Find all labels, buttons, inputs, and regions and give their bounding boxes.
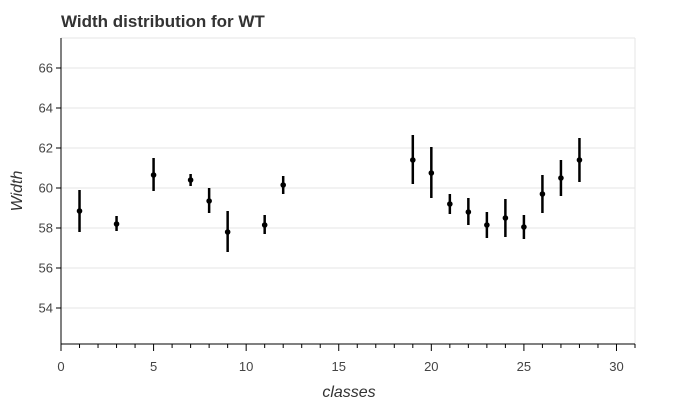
data-point	[465, 209, 472, 215]
data-point	[428, 170, 435, 176]
x-tick-label: 25	[517, 359, 531, 374]
data-point	[261, 222, 268, 228]
data-point	[410, 157, 416, 163]
plot-area	[61, 38, 635, 344]
data-point	[539, 191, 546, 197]
grid	[61, 37, 636, 344]
data-point	[224, 229, 231, 235]
x-tick-label: 0	[57, 359, 64, 374]
data-point	[558, 175, 564, 181]
y-tick-label: 62	[39, 141, 53, 156]
data-point	[150, 172, 157, 178]
data-series	[76, 135, 583, 252]
x-tick-label: 5	[150, 359, 157, 374]
x-tick-label: 30	[609, 359, 623, 374]
y-tick-label: 56	[39, 261, 53, 276]
data-point	[113, 221, 120, 227]
y-tick-label: 64	[39, 101, 53, 116]
y-tick-label: 58	[39, 221, 53, 236]
x-tick-label: 20	[424, 359, 438, 374]
data-point	[484, 222, 490, 228]
y-tick-label: 66	[39, 61, 53, 76]
data-point	[576, 157, 583, 163]
axes	[56, 38, 636, 351]
y-tick-label: 60	[39, 181, 53, 196]
x-tick-label: 10	[239, 359, 253, 374]
data-point	[76, 208, 83, 214]
y-tick-label: 54	[39, 301, 53, 316]
chart-title: Width distribution for WT	[61, 12, 265, 31]
data-point	[447, 201, 453, 207]
x-tick-label: 15	[332, 359, 346, 374]
data-point	[521, 224, 527, 230]
data-point	[187, 177, 194, 183]
data-point	[280, 182, 286, 188]
y-axis-label: Width	[9, 171, 26, 212]
x-axis-label: classes	[322, 384, 375, 401]
data-point	[502, 215, 509, 221]
data-point	[206, 198, 212, 204]
tick-labels: 54 56 58 60 62 64 66 0 5 10 15 20 25 30	[39, 61, 624, 375]
